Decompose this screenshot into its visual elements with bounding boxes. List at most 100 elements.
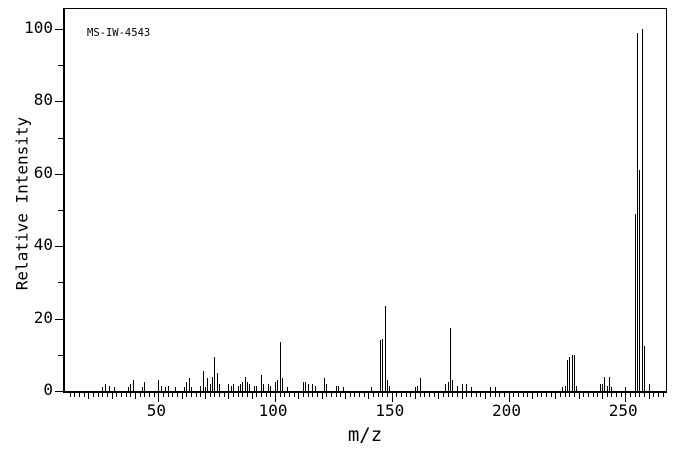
peak-line bbox=[254, 385, 256, 391]
peak-line bbox=[387, 380, 389, 391]
peak-line bbox=[277, 380, 279, 391]
x-tick-minor bbox=[615, 393, 617, 397]
peak-line bbox=[452, 380, 454, 391]
x-tick-minor bbox=[564, 393, 566, 397]
peak-line bbox=[599, 383, 601, 391]
y-tick-minor bbox=[58, 137, 63, 139]
x-tick-minor bbox=[466, 393, 468, 397]
y-tick-major bbox=[55, 318, 63, 320]
x-tick-medium bbox=[415, 393, 417, 399]
peak-line bbox=[102, 387, 104, 391]
x-tick-minor bbox=[214, 393, 216, 397]
peak-line bbox=[261, 374, 263, 391]
x-tick-medium bbox=[251, 393, 253, 399]
x-tick-minor bbox=[657, 393, 659, 397]
x-tick-minor bbox=[284, 393, 286, 397]
peak-line bbox=[202, 371, 204, 391]
peak-line bbox=[573, 354, 575, 391]
x-tick-minor bbox=[191, 393, 192, 397]
peak-line bbox=[636, 32, 638, 391]
x-tick-label: 50 bbox=[146, 401, 167, 420]
peak-line bbox=[244, 376, 246, 391]
peak-line bbox=[184, 387, 185, 391]
x-tick-minor bbox=[219, 393, 220, 397]
x-tick-medium bbox=[135, 393, 136, 399]
peak-line bbox=[608, 376, 610, 391]
x-tick-minor bbox=[494, 393, 496, 397]
x-tick-minor bbox=[429, 393, 431, 397]
x-tick-minor bbox=[265, 393, 267, 397]
peak-line bbox=[214, 356, 216, 391]
x-tick-minor bbox=[335, 393, 337, 397]
peak-line bbox=[270, 385, 272, 391]
peak-line bbox=[230, 385, 232, 391]
x-tick-minor bbox=[620, 393, 622, 397]
x-tick-minor bbox=[223, 393, 225, 397]
peak-line bbox=[447, 381, 449, 391]
y-tick-minor bbox=[58, 210, 63, 211]
y-tick-major bbox=[55, 246, 63, 248]
peak-line bbox=[167, 386, 169, 391]
x-tick-minor bbox=[424, 393, 426, 397]
x-tick-minor bbox=[396, 393, 398, 397]
peak-line bbox=[604, 376, 606, 391]
x-tick-minor bbox=[377, 393, 379, 397]
x-tick-minor bbox=[541, 393, 543, 397]
x-tick-medium bbox=[205, 393, 206, 399]
x-tick-minor bbox=[489, 393, 491, 397]
peak-line bbox=[419, 378, 421, 391]
peak-line bbox=[275, 381, 277, 391]
x-tick-minor bbox=[261, 393, 263, 397]
x-tick-minor bbox=[289, 393, 291, 397]
x-tick-minor bbox=[452, 393, 454, 397]
peak-line bbox=[648, 383, 650, 391]
y-tick-minor bbox=[58, 282, 63, 284]
peak-line bbox=[237, 385, 239, 391]
x-tick-minor bbox=[573, 393, 575, 397]
x-tick-medium bbox=[578, 393, 580, 399]
x-tick-major bbox=[275, 393, 277, 402]
x-tick-minor bbox=[326, 393, 328, 397]
peak-line bbox=[160, 385, 162, 391]
y-tick-major bbox=[55, 173, 63, 175]
peak-line bbox=[445, 383, 447, 391]
peak-line bbox=[233, 383, 234, 391]
x-tick-minor bbox=[475, 393, 477, 397]
peak-line bbox=[130, 383, 132, 391]
peak-line bbox=[494, 387, 496, 391]
peak-line bbox=[200, 385, 202, 391]
peak-line bbox=[142, 387, 143, 391]
y-tick-label: 20 bbox=[33, 307, 53, 327]
x-tick-medium bbox=[368, 393, 370, 399]
x-tick-minor bbox=[634, 393, 636, 397]
y-tick-major bbox=[55, 391, 63, 392]
x-tick-minor bbox=[471, 393, 473, 397]
x-tick-minor bbox=[443, 393, 445, 397]
peak-line bbox=[466, 383, 468, 391]
x-tick-minor bbox=[256, 393, 258, 397]
x-tick-minor bbox=[583, 393, 585, 397]
x-tick-minor bbox=[349, 393, 351, 397]
peak-line bbox=[216, 372, 218, 391]
x-tick-minor bbox=[550, 393, 552, 397]
x-tick-minor bbox=[359, 393, 361, 397]
x-tick-minor bbox=[172, 393, 174, 397]
x-tick-minor bbox=[130, 393, 132, 397]
x-tick-minor bbox=[559, 393, 561, 397]
x-tick-label: 150 bbox=[375, 401, 405, 420]
peak-line bbox=[370, 387, 372, 391]
peak-line bbox=[380, 340, 382, 391]
x-tick-minor bbox=[149, 393, 150, 397]
peak-line bbox=[186, 381, 188, 391]
peak-line bbox=[312, 383, 314, 391]
peak-line bbox=[282, 378, 284, 391]
y-tick-minor bbox=[58, 354, 63, 356]
peak-line bbox=[415, 387, 417, 391]
x-tick-minor bbox=[270, 393, 272, 397]
x-tick-minor bbox=[74, 393, 76, 397]
x-tick-minor bbox=[480, 393, 482, 397]
y-tick-label: 60 bbox=[33, 162, 53, 182]
x-tick-minor bbox=[307, 393, 309, 397]
peak-line bbox=[209, 383, 211, 391]
